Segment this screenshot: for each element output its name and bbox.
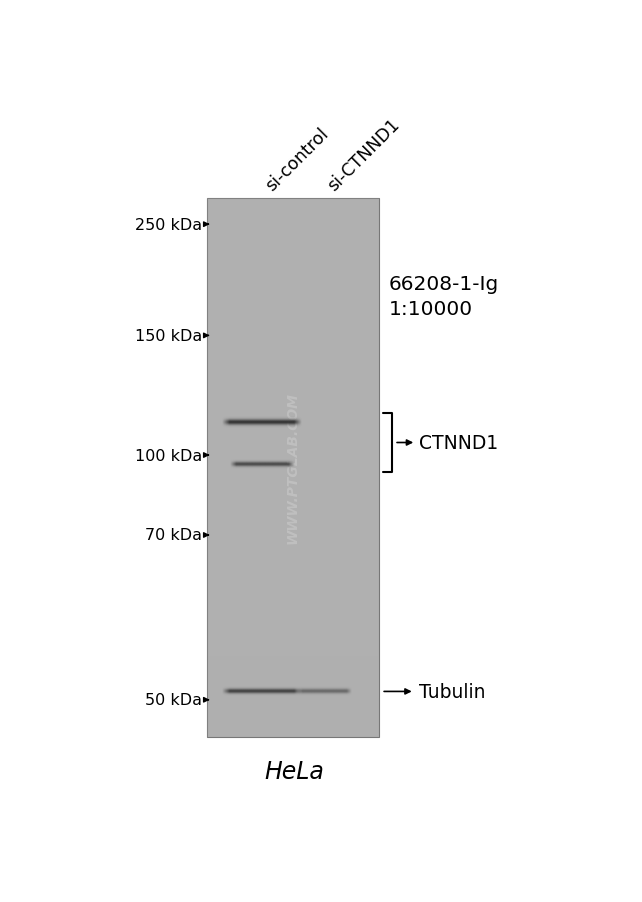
Text: 66208-1-Ig
1:10000: 66208-1-Ig 1:10000 [389, 275, 499, 319]
Text: 70 kDa: 70 kDa [145, 528, 202, 543]
Text: 50 kDa: 50 kDa [145, 693, 202, 707]
Text: 100 kDa: 100 kDa [135, 448, 202, 463]
Text: 250 kDa: 250 kDa [135, 217, 202, 233]
Text: CTNND1: CTNND1 [419, 434, 498, 453]
Text: Tubulin: Tubulin [419, 682, 485, 701]
Text: si-CTNND1: si-CTNND1 [324, 116, 403, 195]
Text: 150 kDa: 150 kDa [135, 328, 202, 344]
Text: si-control: si-control [262, 125, 332, 195]
Bar [207, 198, 379, 737]
Text: HeLa: HeLa [265, 759, 324, 784]
Text: WWW.PTGLAB.COM: WWW.PTGLAB.COM [286, 391, 300, 544]
